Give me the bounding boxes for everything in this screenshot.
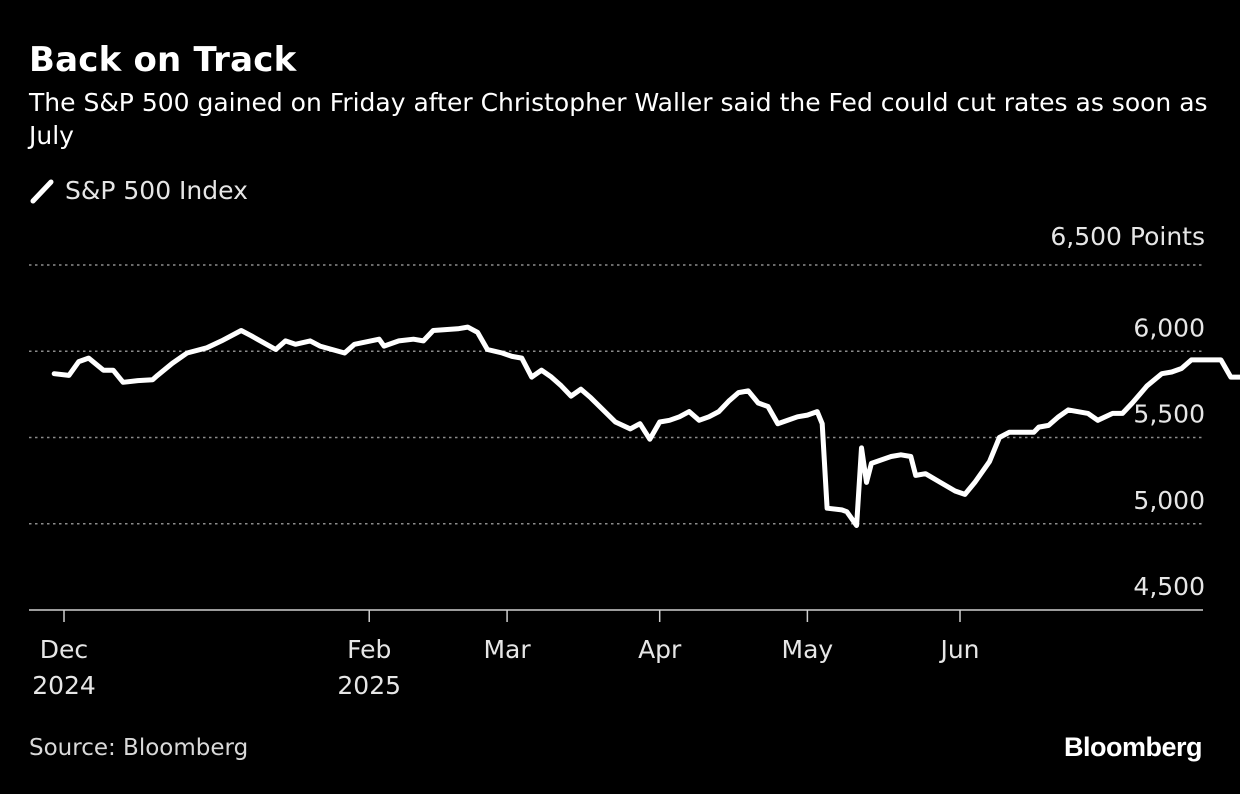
series-line-sp500	[51, 324, 1240, 528]
y-tick-label: 6,000	[1133, 313, 1205, 342]
y-tick-label: 5,000	[1133, 486, 1205, 515]
x-tick-label: Dec	[40, 635, 88, 664]
chart-title: Back on Track	[29, 40, 297, 80]
x-tick-label: Jun	[938, 635, 979, 664]
chart-subtitle: The S&P 500 gained on Friday after Chris…	[29, 88, 1208, 150]
x-tick-label: Feb	[347, 635, 391, 664]
y-tick-label: 4,500	[1133, 572, 1205, 601]
x-tick-year-label: 2024	[32, 671, 96, 700]
x-tick-label: Mar	[483, 635, 531, 664]
y-axis-unit-label: 6,500 Points	[1050, 222, 1205, 251]
x-tick-label: Apr	[638, 635, 682, 664]
source-note: Source: Bloomberg	[29, 735, 249, 761]
legend: S&P 500 Index	[29, 176, 248, 205]
bloomberg-logo: Bloomberg	[1063, 732, 1203, 762]
x-tick-year-label: 2025	[337, 671, 401, 700]
legend-label: S&P 500 Index	[65, 176, 248, 205]
y-tick-label: 5,500	[1133, 400, 1205, 429]
legend-line-icon	[30, 179, 54, 203]
x-tick-label: May	[782, 635, 834, 664]
